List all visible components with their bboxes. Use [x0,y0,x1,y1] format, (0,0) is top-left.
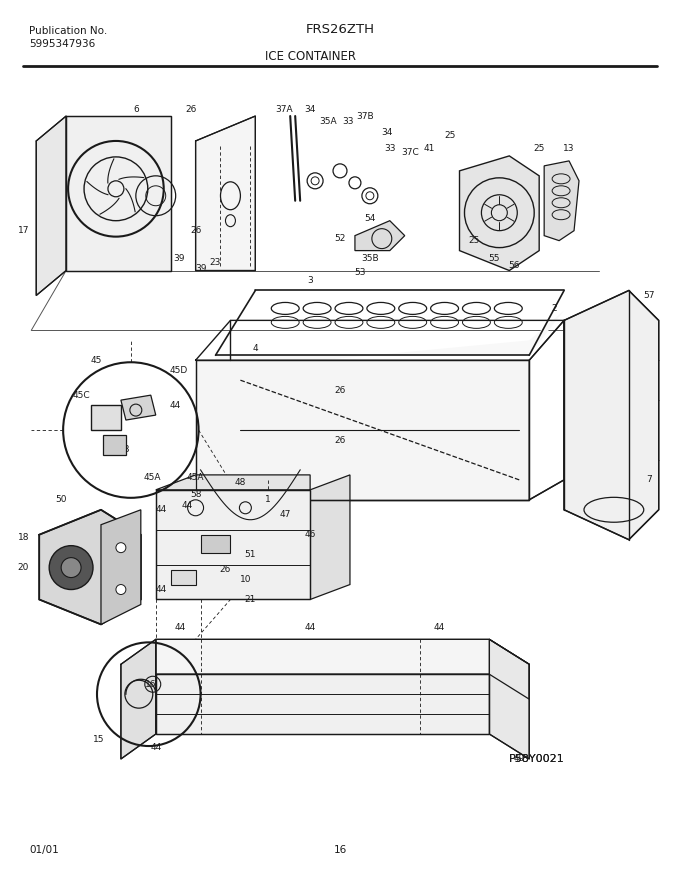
Text: ICE CONTAINER: ICE CONTAINER [265,49,356,62]
Polygon shape [66,116,171,270]
Text: 6: 6 [133,105,139,114]
Text: 37B: 37B [356,112,374,121]
Circle shape [49,546,93,590]
Polygon shape [156,475,310,490]
Text: 34: 34 [381,128,392,137]
Text: 53: 53 [354,268,366,277]
Text: 54: 54 [364,214,375,224]
Text: 33: 33 [342,116,354,126]
Polygon shape [91,405,121,430]
Polygon shape [101,510,141,625]
Polygon shape [103,435,126,455]
Polygon shape [460,156,539,270]
Text: 5995347936: 5995347936 [29,40,95,49]
Text: 46: 46 [305,531,316,539]
Text: 33: 33 [384,144,396,153]
Text: 26: 26 [185,105,197,114]
Polygon shape [36,116,66,296]
Text: 13: 13 [563,144,575,153]
Text: 41: 41 [424,144,435,153]
Text: 45D: 45D [169,366,188,375]
Text: 37C: 37C [401,149,419,158]
Polygon shape [156,490,310,599]
Text: 44: 44 [305,623,316,632]
Circle shape [61,558,81,577]
Text: 52: 52 [335,234,345,243]
Polygon shape [564,290,659,539]
Polygon shape [196,360,529,500]
Text: 3: 3 [307,276,313,285]
Text: 2: 2 [551,304,557,313]
Text: 49: 49 [513,754,525,764]
Text: FRS26ZTH: FRS26ZTH [305,23,375,36]
Text: 45C: 45C [72,391,90,400]
Text: 37A: 37A [275,105,293,114]
Polygon shape [121,395,156,420]
Text: 39: 39 [195,264,206,273]
Text: 26: 26 [190,226,201,235]
Polygon shape [121,640,156,759]
Circle shape [116,543,126,553]
Text: 26: 26 [335,385,345,394]
Text: 48: 48 [235,479,246,488]
Text: 25: 25 [534,144,545,153]
Text: 20: 20 [18,563,29,572]
Text: 35A: 35A [319,116,337,126]
Text: 58: 58 [190,490,201,499]
Text: 51: 51 [245,550,256,559]
Text: 23: 23 [210,258,221,267]
Text: 45B: 45B [112,445,130,454]
Text: 45A: 45A [144,473,162,482]
Text: 45A: 45A [187,473,205,482]
Text: 18: 18 [18,533,29,542]
Polygon shape [216,311,564,370]
Circle shape [116,584,126,595]
Bar [201,535,231,553]
Text: 44: 44 [155,505,167,514]
Text: P58Y0021: P58Y0021 [509,754,565,764]
Text: 21: 21 [245,595,256,604]
Text: 26: 26 [220,565,231,574]
Text: 45: 45 [90,356,102,364]
Polygon shape [156,674,490,734]
Text: 1: 1 [265,495,271,504]
Bar [171,569,196,584]
Text: 44: 44 [175,623,186,632]
Text: 47: 47 [279,510,291,519]
Text: 35B: 35B [361,254,379,263]
Text: 57: 57 [643,291,654,300]
Polygon shape [196,116,256,270]
Text: Publication No.: Publication No. [29,26,107,36]
Text: 50: 50 [55,495,67,504]
Text: 34: 34 [305,105,316,114]
Text: 44: 44 [434,623,445,632]
Text: 16: 16 [333,845,347,854]
Text: P58Y0021: P58Y0021 [509,754,565,764]
Text: 55: 55 [489,254,500,263]
Polygon shape [544,161,579,240]
Text: 26: 26 [335,436,345,444]
Polygon shape [490,640,529,759]
Polygon shape [355,221,405,251]
Text: 16: 16 [145,679,156,689]
Text: 10: 10 [239,575,251,584]
Text: 25: 25 [469,236,480,246]
Text: 44: 44 [170,400,182,409]
Text: 39: 39 [173,254,184,263]
Polygon shape [156,640,529,700]
Text: 44: 44 [182,502,193,510]
Text: 44: 44 [150,743,161,752]
Text: 25: 25 [444,131,455,141]
Text: 17: 17 [18,226,30,235]
Text: 4: 4 [252,344,258,353]
Text: 01/01: 01/01 [29,845,59,854]
Polygon shape [39,510,141,625]
Text: 56: 56 [509,261,520,270]
Text: 15: 15 [93,735,105,744]
Polygon shape [310,475,350,599]
Text: 44: 44 [155,585,167,594]
Text: 7: 7 [646,475,651,484]
